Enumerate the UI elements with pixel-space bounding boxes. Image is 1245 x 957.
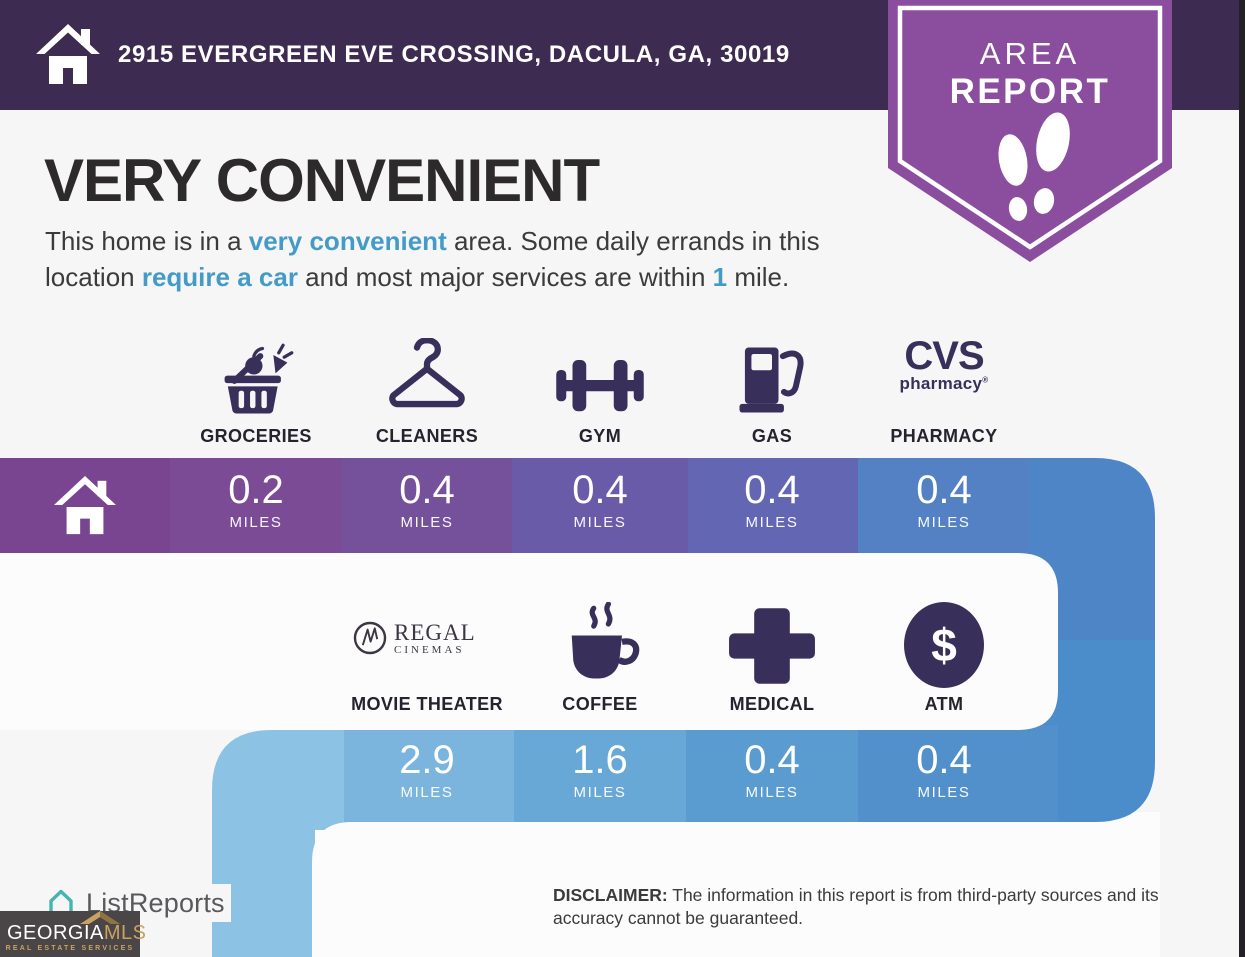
home-icon bbox=[54, 475, 116, 535]
distance-gym: 0.4 MILES bbox=[572, 468, 628, 531]
category-label-coffee: COFFEE bbox=[562, 694, 638, 714]
badge-line2: REPORT bbox=[949, 72, 1111, 111]
gas-pump-icon bbox=[727, 330, 817, 420]
desc-seg: mile. bbox=[727, 261, 790, 292]
description-text: This home is in a very convenient area. … bbox=[45, 224, 895, 296]
distance-pharmacy: 0.4 MILES bbox=[916, 468, 972, 531]
cvs-pharmacy-word: pharmacy® bbox=[899, 374, 989, 393]
coffee-cup-icon bbox=[555, 598, 645, 690]
distance-medical: 0.4 MILES bbox=[744, 738, 800, 801]
regal-cinemas-logo: REGAL CINEMAS bbox=[352, 620, 502, 656]
footprints-icon bbox=[998, 112, 1070, 221]
snake-notch-top bbox=[0, 553, 1072, 730]
distance-coffee: 1.6 MILES bbox=[572, 738, 628, 801]
desc-highlight: very convenient bbox=[248, 226, 447, 256]
category-label-cleaners: CLEANERS bbox=[375, 426, 479, 446]
distance-atm: 0.4 MILES bbox=[916, 738, 972, 801]
desc-seg: and most major services are within bbox=[297, 261, 713, 292]
georgia-mls-logo: GEORGIAMLS REAL ESTATE SERVICES bbox=[0, 911, 146, 957]
desc-highlight: 1 bbox=[712, 261, 728, 292]
desc-seg: location bbox=[45, 261, 142, 292]
category-label-pharmacy: PHARMACY bbox=[890, 426, 998, 446]
page-title: VERY CONVENIENT bbox=[44, 147, 600, 214]
category-label-groceries: GROCERIES bbox=[200, 426, 312, 446]
desc-highlight: require a car bbox=[141, 261, 298, 292]
distance-gas: 0.4 MILES bbox=[744, 468, 800, 531]
distance-groceries: 0.2 MILES bbox=[228, 468, 284, 531]
desc-seg: This home is in a bbox=[45, 226, 249, 256]
dollar-sign-icon: $ bbox=[904, 602, 984, 688]
badge-line1: AREA bbox=[979, 36, 1081, 71]
property-address: 2915 EVERGREEN EVE CROSSING, DACULA, GA,… bbox=[118, 41, 790, 68]
cvs-pharmacy-logo: CVS pharmacy® bbox=[884, 334, 1004, 394]
screenshot-edge-strip bbox=[1239, 0, 1245, 957]
home-icon bbox=[36, 24, 100, 84]
groceries-basket-icon bbox=[211, 330, 301, 420]
cvs-wordmark: CVS bbox=[904, 334, 984, 378]
dollar-symbol: $ bbox=[931, 619, 957, 671]
category-label-gym: GYM bbox=[578, 426, 622, 446]
distance-cleaners: 0.4 MILES bbox=[399, 468, 455, 531]
snake-notch-bottom bbox=[300, 812, 1160, 957]
distance-movie-theater: 2.9 MILES bbox=[399, 738, 455, 801]
medical-cross-icon bbox=[727, 600, 817, 690]
desc-seg: area. Some daily errands in this bbox=[446, 226, 820, 256]
georgia-mls-roof-icon bbox=[80, 911, 120, 924]
regal-crown-icon bbox=[353, 621, 387, 655]
category-label-movie-theater: MOVIE THEATER bbox=[351, 694, 503, 714]
category-label-gas: GAS bbox=[751, 426, 793, 446]
dumbbell-icon bbox=[555, 336, 645, 420]
hanger-icon bbox=[382, 330, 472, 420]
category-label-medical: MEDICAL bbox=[729, 694, 815, 714]
area-report-badge bbox=[888, 0, 1172, 262]
category-label-atm: ATM bbox=[924, 694, 964, 714]
disclaimer-text: DISCLAIMER: The information in this repo… bbox=[553, 885, 1159, 928]
